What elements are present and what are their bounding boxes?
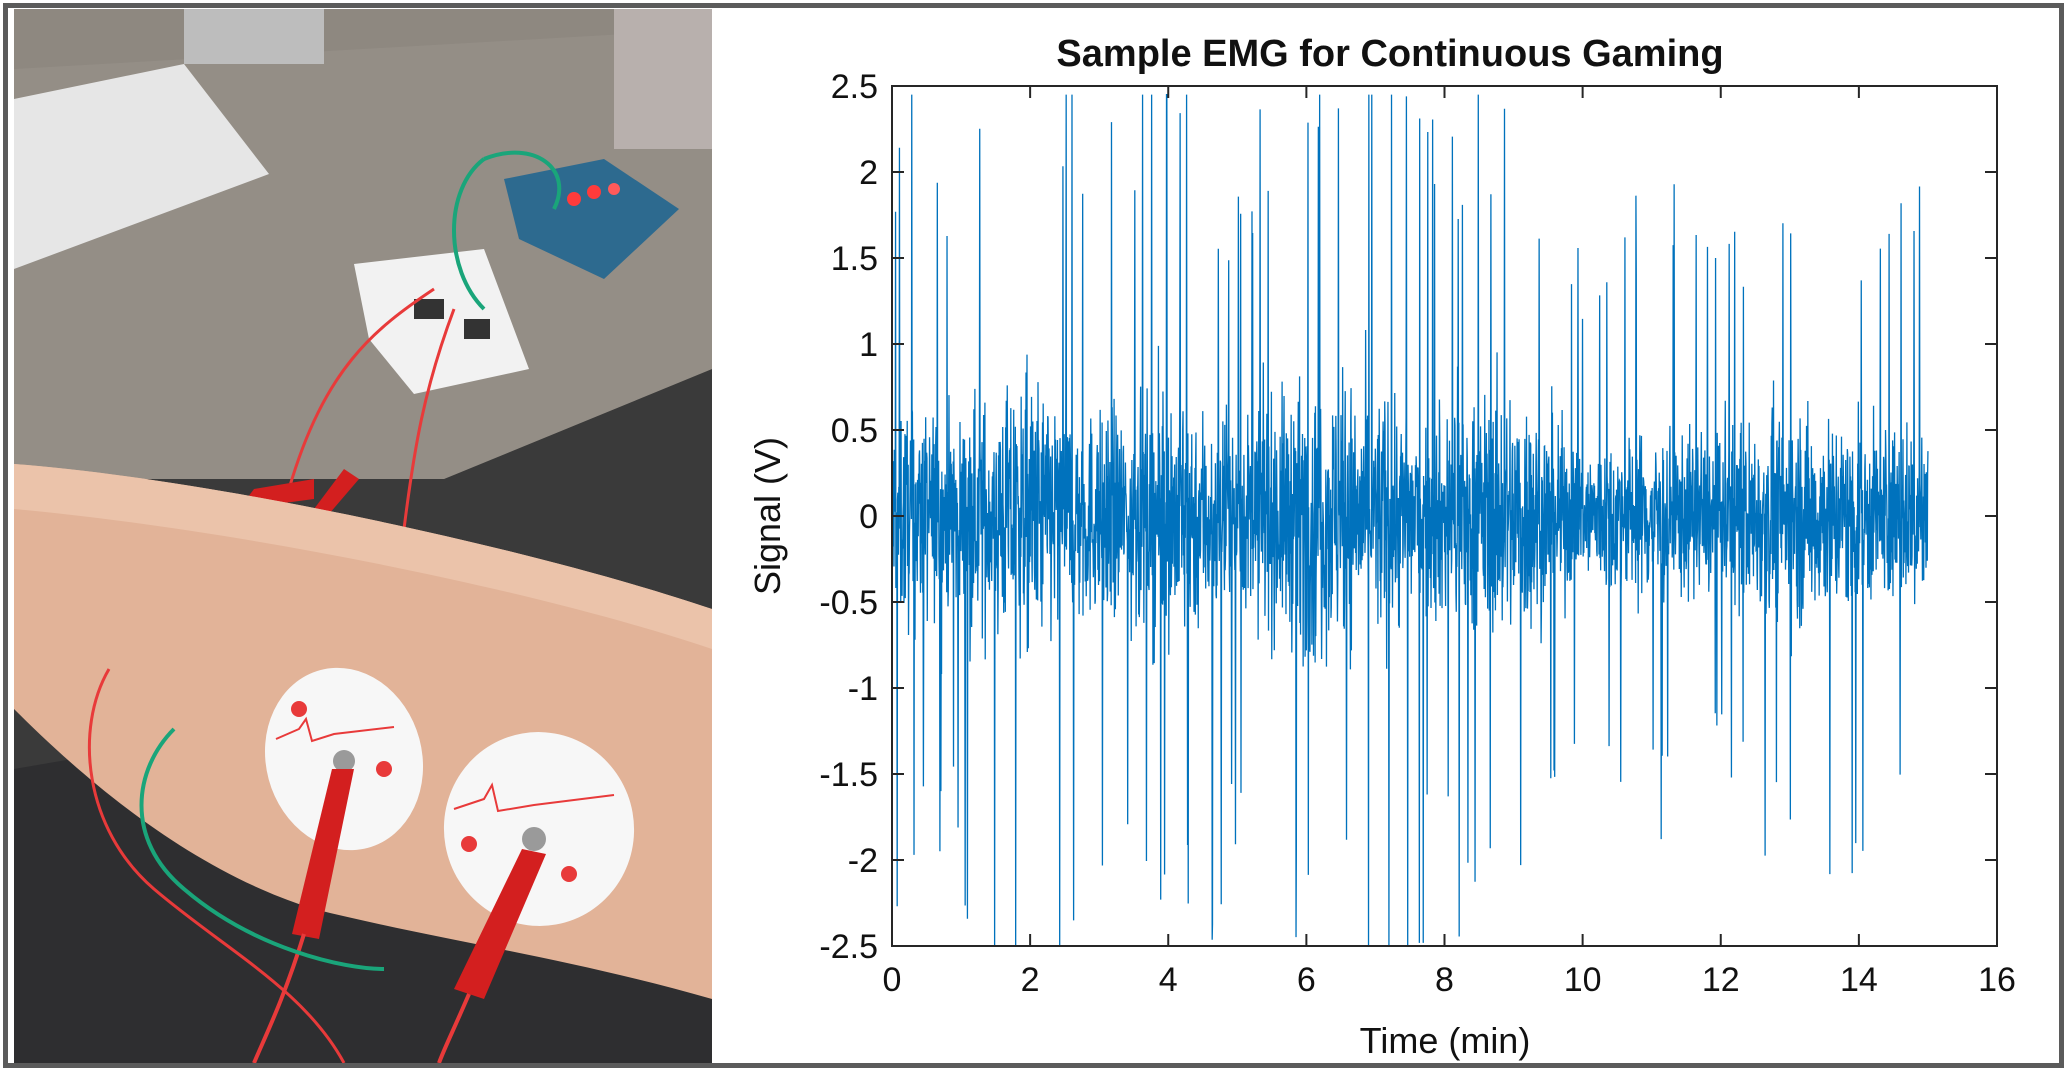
emg-setup-photo: [14, 9, 712, 1063]
x-tick-label: 4: [1159, 961, 1178, 999]
x-tick-label: 14: [1840, 961, 1878, 999]
x-tick-label: 2: [1021, 961, 1040, 999]
x-tick-label: 6: [1297, 961, 1316, 999]
x-axis-label: Time (min): [1360, 1020, 1531, 1061]
emg-chart: Sample EMG for Continuous Gaming 0 2 4 6 8 10…: [747, 33, 2016, 1061]
y-tick-label: -2: [848, 842, 878, 880]
y-tick-label: 1.5: [831, 240, 878, 278]
y-tick-label: 0.5: [831, 412, 878, 450]
y-tick-label: -0.5: [819, 584, 878, 622]
x-tick-label: 0: [883, 961, 902, 999]
y-tick-label: -1.5: [819, 756, 878, 794]
x-tick-label: 16: [1978, 961, 2016, 999]
y-tick-label: -1: [848, 670, 878, 708]
x-tick-label: 12: [1702, 961, 1740, 999]
x-tick-label: 10: [1564, 961, 1602, 999]
emg-trace: [891, 93, 1929, 947]
y-axis-label: Signal (V): [747, 437, 788, 595]
y-tick-label: 1: [859, 326, 878, 364]
y-tick-label: 2.5: [831, 68, 878, 106]
y-tick-label: -2.5: [819, 928, 878, 966]
y-tick-label: 2: [859, 154, 878, 192]
y-tick-label: 0: [859, 498, 878, 536]
x-tick-label: 8: [1435, 961, 1454, 999]
chart-title: Sample EMG for Continuous Gaming: [1056, 33, 1723, 75]
y-axis: 2.5 2 1.5 1 0.5 0 -0.5 -1 -1.5 -2 -2.5: [819, 68, 1997, 966]
x-axis: 0 2 4 6 8 10 12 14 16: [883, 86, 2016, 999]
emg-series-line: [891, 93, 1929, 947]
